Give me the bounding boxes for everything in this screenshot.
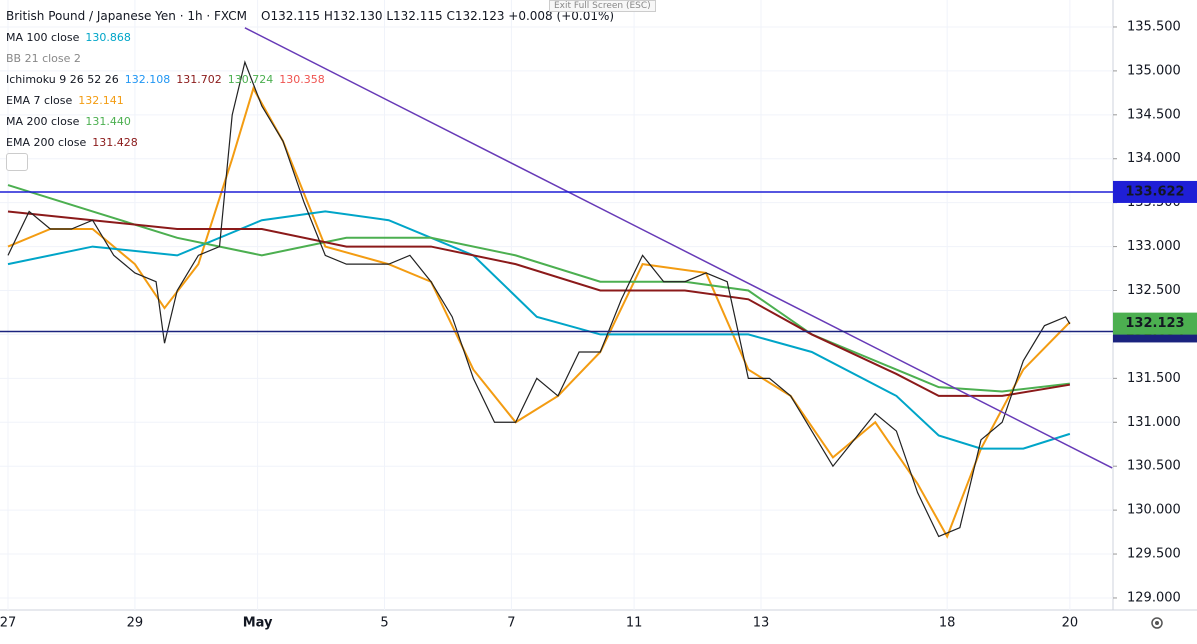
indicator-label: MA 100 close xyxy=(6,31,80,44)
y-tick-label: 134.000 xyxy=(1127,151,1181,166)
legend: British Pound / Japanese Yen · 1h · FXCM… xyxy=(6,6,620,178)
y-tick-label: 129.000 xyxy=(1127,590,1181,605)
indicator-line xyxy=(7,210,1071,450)
x-tick-label: 18 xyxy=(939,616,956,631)
indicator-line xyxy=(7,184,1070,393)
indicator-label: EMA 7 close xyxy=(6,94,73,107)
legend-row: Ichimoku 9 26 52 26 132.108 131.702 130.724… xyxy=(6,69,620,90)
indicator-value: 131.440 xyxy=(85,115,131,128)
indicator-value: 130.868 xyxy=(85,31,131,44)
x-tick-label: May xyxy=(243,616,273,631)
price-line xyxy=(7,60,1071,538)
price-badge-label: 133.622 xyxy=(1125,184,1184,199)
symbol: British Pound / Japanese Yen · 1h · FXCM xyxy=(6,9,247,23)
trendline xyxy=(244,27,1113,469)
price-badge xyxy=(1113,180,1197,203)
x-tick-label: 5 xyxy=(380,616,388,631)
legend-row: MA 200 close 131.440 xyxy=(6,111,620,132)
y-tick-label: 133.000 xyxy=(1127,239,1181,254)
indicator-label: BB 21 close 2 xyxy=(6,52,81,65)
marks xyxy=(0,27,1113,539)
axes: 129.000 129.500 130.000 130.500 131.000 131.5… xyxy=(0,19,1197,631)
indicator-label: EMA 200 close xyxy=(6,136,87,149)
y-tick-label: 135.000 xyxy=(1127,63,1181,78)
grid xyxy=(0,0,1113,610)
settings-icon[interactable] xyxy=(1151,617,1163,629)
indicator-label: MA 200 close xyxy=(6,115,80,128)
legend-row: EMA 7 close 132.141 xyxy=(6,90,620,111)
y-tick-label: 130.000 xyxy=(1127,503,1181,518)
indicator-value: 132.141 xyxy=(78,94,124,107)
legend-row: MA 100 close 130.868 xyxy=(6,27,620,48)
x-tick-label: 13 xyxy=(753,616,770,631)
indicator-value: 130.358 xyxy=(279,73,325,86)
y-tick-label: 132.500 xyxy=(1127,283,1181,298)
collapse-button[interactable] xyxy=(6,153,28,171)
exit-fullscreen-button[interactable]: Exit Full Screen (ESC) xyxy=(549,0,656,12)
x-tick-label: 7 xyxy=(507,616,515,631)
y-tick-label: 131.000 xyxy=(1127,415,1181,430)
x-tick-label: 11 xyxy=(626,616,643,631)
indicator-value: 131.702 xyxy=(176,73,222,86)
indicator-value: 130.724 xyxy=(227,73,274,86)
x-tick-label: 27 xyxy=(0,616,16,631)
price-badge xyxy=(1113,312,1197,335)
y-tick-label: 135.500 xyxy=(1127,19,1181,34)
indicator-line xyxy=(7,210,1071,397)
plot-area xyxy=(0,0,1113,610)
legend-row: EMA 200 close 131.428 xyxy=(6,132,620,153)
price-badge-label: 132.123 xyxy=(1125,316,1184,331)
indicator-value: 131.428 xyxy=(92,136,138,149)
y-tick-label: 134.500 xyxy=(1127,107,1181,122)
indicator-value: 132.108 xyxy=(124,73,171,86)
y-tick-label: 131.500 xyxy=(1127,371,1181,386)
x-tick-label: 20 xyxy=(1062,616,1079,631)
y-tick-label: 130.500 xyxy=(1127,459,1181,474)
ohlc: O132.115 H132.130 L132.115 C132.123 +0.0… xyxy=(261,9,615,23)
x-tick-label: 29 xyxy=(127,616,144,631)
indicator-label: Ichimoku 9 26 52 26 xyxy=(6,73,119,86)
y-tick-label: 129.500 xyxy=(1127,547,1181,562)
legend-header: British Pound / Japanese Yen · 1h · FXCM… xyxy=(6,6,620,27)
legend-row: BB 21 close 2 xyxy=(6,48,620,69)
